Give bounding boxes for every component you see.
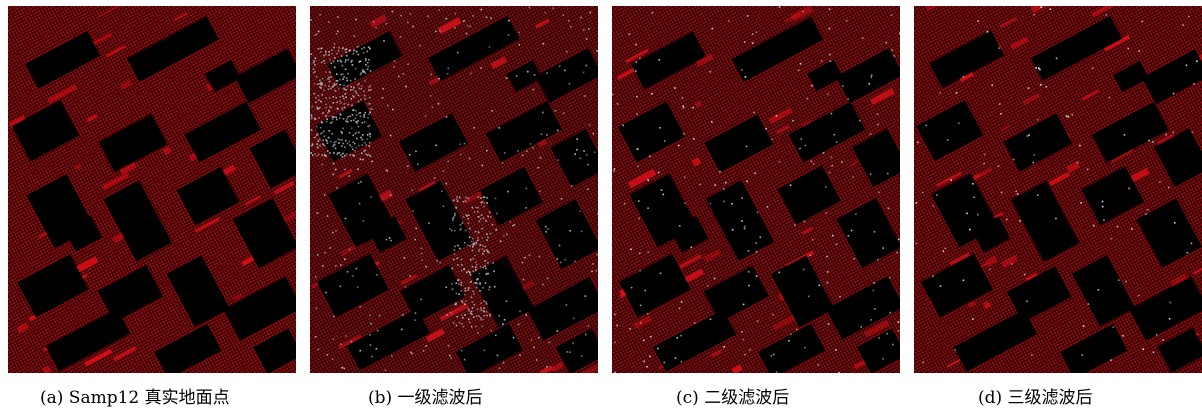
building-footprint bbox=[916, 99, 984, 162]
building-footprint bbox=[127, 16, 219, 82]
building-footprint bbox=[1136, 197, 1202, 268]
building-footprint bbox=[856, 328, 900, 373]
building-footprint bbox=[166, 255, 230, 327]
building-footprint bbox=[25, 31, 101, 89]
building-footprint bbox=[929, 30, 1005, 89]
building-footprint bbox=[758, 323, 826, 373]
building-footprint bbox=[921, 253, 993, 318]
building-footprint bbox=[953, 309, 1038, 372]
point-cloud-canvas bbox=[8, 6, 296, 373]
building-footprint bbox=[731, 16, 824, 82]
building-footprint bbox=[184, 101, 262, 163]
building-footprint bbox=[317, 253, 389, 318]
building-footprint bbox=[98, 113, 168, 173]
building-footprint bbox=[825, 275, 900, 340]
building-footprint bbox=[550, 128, 598, 188]
building-footprint bbox=[1113, 60, 1149, 93]
building-footprint bbox=[1010, 181, 1080, 262]
building-footprint bbox=[399, 113, 469, 172]
building-footprint bbox=[705, 180, 774, 261]
building-footprint bbox=[836, 198, 900, 269]
point-cloud-image-d bbox=[914, 6, 1202, 373]
building-footprint bbox=[703, 265, 769, 323]
caption-a: (a) Samp12 真实地面点 bbox=[40, 388, 230, 408]
building-footprint bbox=[1129, 276, 1202, 341]
building-footprint bbox=[368, 216, 407, 253]
building-footprint bbox=[836, 47, 900, 103]
building-footprint bbox=[346, 308, 431, 371]
point-cloud-image-c bbox=[612, 6, 900, 373]
point-cloud-image-b bbox=[310, 6, 598, 373]
building-footprint bbox=[480, 167, 543, 226]
building-footprint bbox=[205, 60, 241, 92]
building-footprint bbox=[405, 180, 474, 262]
building-footprint bbox=[232, 198, 296, 269]
building-footprint bbox=[1030, 15, 1123, 81]
point-cloud-image-a bbox=[8, 6, 296, 373]
building-footprint bbox=[771, 255, 835, 328]
caption-b: (b) 一级滤波后 bbox=[368, 388, 483, 408]
building-footprint bbox=[1157, 327, 1202, 373]
building-footprint bbox=[1142, 49, 1202, 104]
building-footprint bbox=[535, 199, 598, 269]
building-footprint bbox=[103, 180, 173, 262]
point-cloud-canvas bbox=[310, 6, 598, 373]
building-footprint bbox=[176, 166, 240, 226]
building-footprint bbox=[704, 114, 774, 173]
building-footprint bbox=[400, 265, 466, 323]
caption-c: (c) 二级滤波后 bbox=[676, 388, 790, 408]
building-footprint bbox=[223, 276, 296, 341]
building-footprint bbox=[455, 323, 523, 373]
building-footprint bbox=[46, 308, 130, 372]
building-footprint bbox=[1060, 323, 1128, 373]
building-footprint bbox=[1006, 265, 1072, 323]
building-footprint bbox=[427, 15, 520, 82]
building-footprint bbox=[556, 328, 598, 373]
building-footprint bbox=[852, 128, 900, 188]
building-footprint bbox=[249, 129, 296, 188]
caption-d: (d) 三级滤波后 bbox=[978, 388, 1093, 408]
building-footprint bbox=[485, 101, 563, 163]
building-footprint bbox=[788, 101, 866, 163]
building-footprint bbox=[1003, 113, 1073, 172]
building-footprint bbox=[807, 59, 844, 92]
building-footprint bbox=[1091, 101, 1169, 163]
building-footprint bbox=[631, 31, 706, 90]
building-footprint bbox=[535, 48, 598, 103]
building-footprint bbox=[1081, 166, 1145, 225]
building-footprint bbox=[527, 276, 598, 341]
building-footprint bbox=[11, 100, 80, 162]
building-footprint bbox=[619, 253, 691, 318]
building-footprint bbox=[1071, 254, 1136, 327]
point-cloud-canvas bbox=[612, 6, 900, 373]
building-footprint bbox=[314, 100, 382, 162]
building-footprint bbox=[777, 165, 841, 225]
building-footprint bbox=[17, 254, 89, 318]
building-footprint bbox=[652, 309, 737, 372]
point-cloud-canvas bbox=[914, 6, 1202, 373]
building-footprint bbox=[253, 328, 296, 373]
building-footprint bbox=[617, 101, 686, 163]
building-footprint bbox=[154, 323, 222, 373]
building-footprint bbox=[972, 216, 1011, 253]
building-footprint bbox=[1153, 128, 1202, 188]
building-footprint bbox=[98, 265, 163, 322]
building-footprint bbox=[63, 215, 103, 252]
building-footprint bbox=[506, 60, 543, 92]
building-footprint bbox=[234, 48, 296, 104]
